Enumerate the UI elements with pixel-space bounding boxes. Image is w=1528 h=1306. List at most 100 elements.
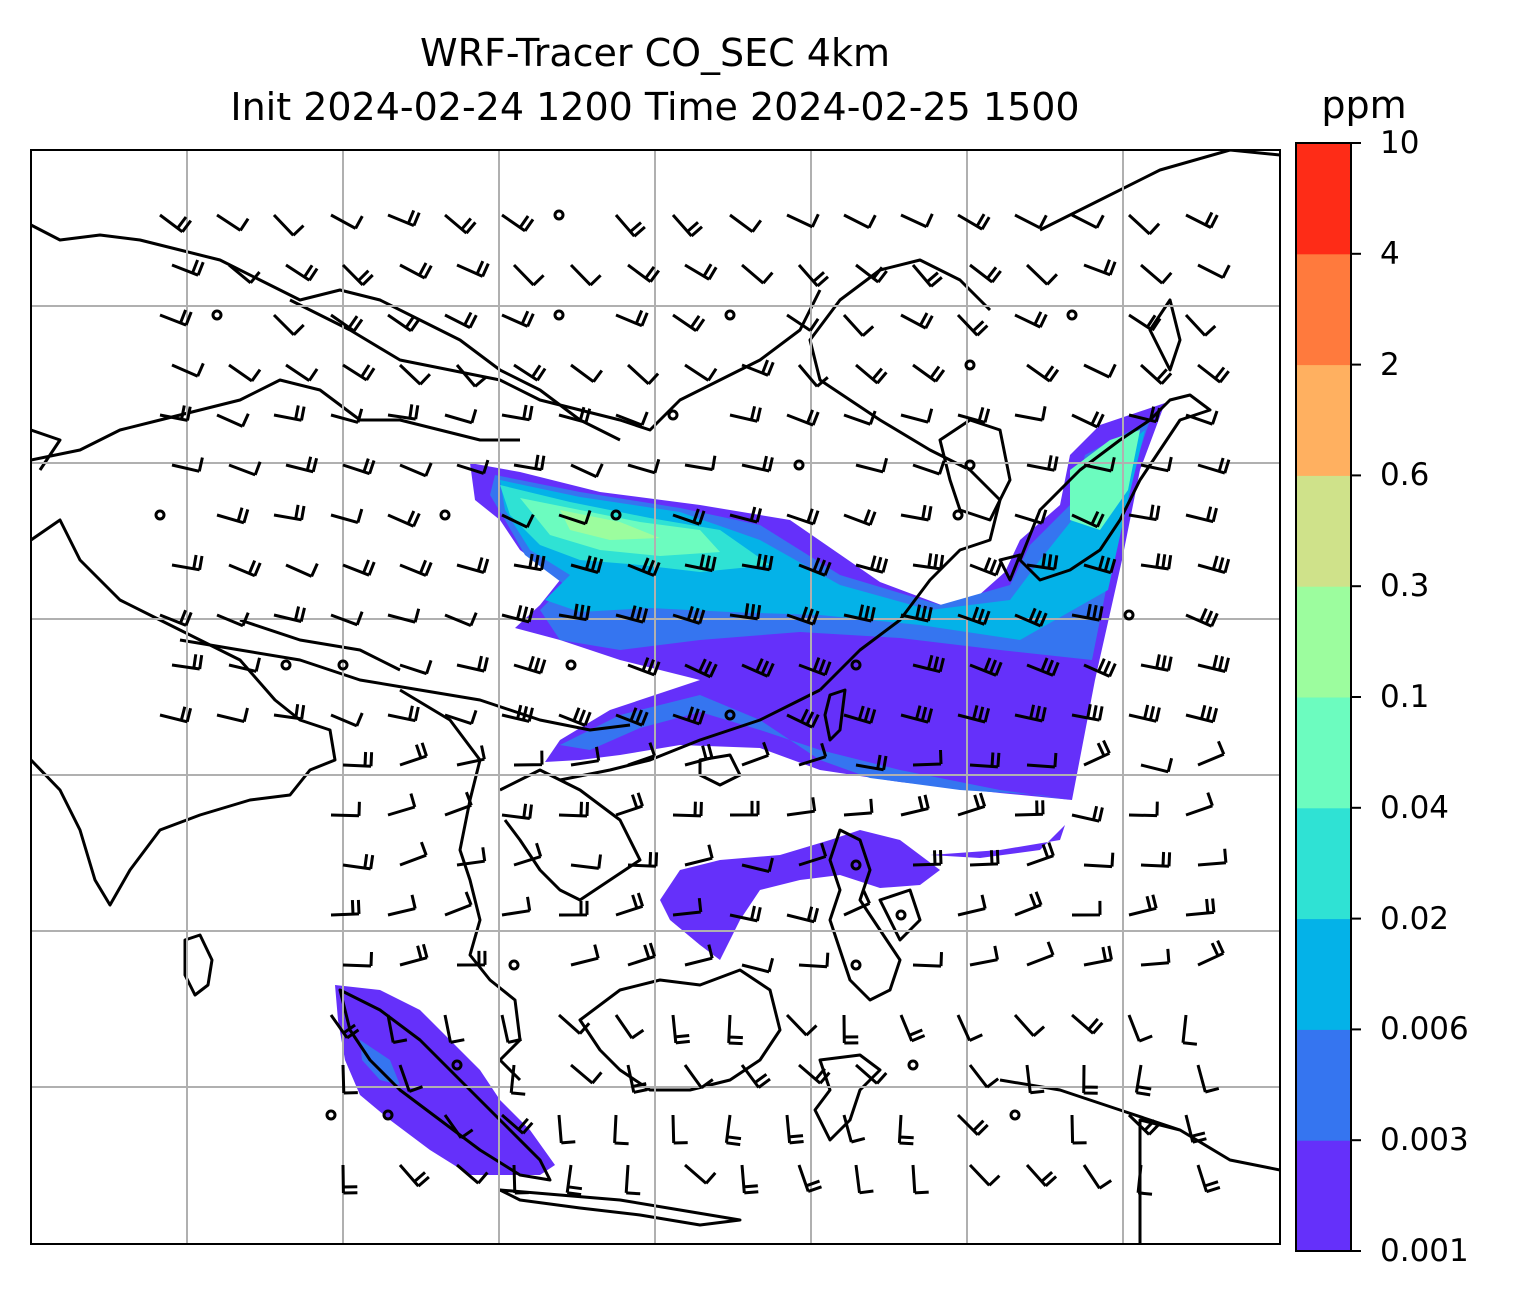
wind-barb	[1071, 213, 1105, 230]
wind-barb	[444, 612, 478, 627]
wind-barb	[444, 213, 477, 235]
wind-barb	[330, 508, 364, 525]
wind-barb	[968, 1163, 1001, 1187]
wind-barb	[272, 213, 305, 237]
calm-wind-marker	[553, 309, 565, 321]
calm-wind-marker	[1123, 609, 1135, 621]
wind-barb	[684, 844, 714, 867]
wind-barb	[798, 557, 832, 577]
wind-barb	[399, 559, 433, 577]
wind-barb	[1197, 457, 1231, 475]
wind-barb	[842, 313, 875, 337]
wind-barb	[1127, 1113, 1160, 1136]
wind-barb	[627, 852, 659, 868]
plume-philippines-east	[930, 825, 1065, 858]
wind-barb	[684, 455, 717, 472]
wind-barb	[1128, 894, 1158, 917]
wind-barb	[626, 1064, 648, 1094]
wind-barb	[672, 508, 706, 526]
wind-barb	[1197, 848, 1228, 867]
wind-barb	[843, 705, 877, 725]
wind-barb	[557, 1114, 576, 1145]
wind-barb	[727, 1014, 743, 1046]
plume-sumatra-006	[360, 1040, 400, 1085]
wind-barb	[1134, 1064, 1152, 1097]
wind-barb	[627, 942, 657, 967]
wind-barb	[501, 1113, 534, 1135]
wind-barb	[570, 463, 604, 479]
wind-barb	[1184, 313, 1217, 337]
wind-barb	[456, 1163, 489, 1185]
wind-barb	[513, 655, 547, 675]
wind-barb	[329, 1014, 360, 1040]
colorbar-segment	[1296, 697, 1351, 809]
wind-barb	[501, 513, 535, 529]
wind-barb	[1197, 363, 1230, 384]
wind-barb	[159, 609, 193, 627]
wind-barb	[842, 1114, 866, 1144]
wind-barb	[741, 857, 774, 874]
wind-barb	[786, 409, 820, 427]
wind-barb	[957, 606, 991, 626]
wind-barb	[399, 841, 428, 867]
wind-barb	[171, 554, 204, 572]
wind-barb	[558, 1013, 591, 1035]
wind-barb	[501, 310, 535, 328]
wind-barb	[740, 1164, 759, 1195]
coast-sulawesi	[813, 1053, 882, 1142]
wind-barb	[1014, 213, 1048, 230]
wind-barb	[1014, 800, 1045, 817]
wind-barb	[729, 213, 763, 233]
map-plot-area	[31, 150, 1280, 1244]
wind-barb	[1083, 456, 1116, 473]
wind-barb	[285, 263, 319, 282]
wind-barb	[1139, 363, 1173, 385]
calm-wind-marker	[508, 959, 520, 971]
wind-barb	[969, 849, 1000, 867]
calm-wind-marker	[850, 859, 862, 871]
wind-barb	[1071, 703, 1104, 722]
colorbar-ticks	[1351, 142, 1361, 1252]
wind-barb	[741, 359, 775, 377]
wind-barb	[456, 459, 490, 475]
wind-barb	[444, 709, 478, 726]
coast-philippines	[828, 828, 922, 1002]
wind-barb	[1026, 752, 1058, 769]
wind-barb	[797, 1164, 822, 1193]
colorbar-segment	[1296, 364, 1351, 476]
calm-wind-marker	[565, 659, 577, 671]
wind-barb	[615, 605, 649, 624]
wind-barb	[387, 313, 421, 333]
colorbar-segment	[1296, 143, 1351, 255]
coast-newguinea	[999, 1078, 1280, 1244]
co-tracer-plumes	[335, 403, 1165, 1175]
wind-barb	[1083, 555, 1117, 575]
wind-barb	[843, 604, 876, 623]
wind-barb	[570, 854, 602, 870]
wind-barb	[900, 604, 933, 623]
wind-barb	[1181, 1014, 1198, 1046]
wind-barb	[398, 1064, 424, 1093]
calm-wind-marker	[1009, 1109, 1021, 1121]
wind-barb	[1071, 900, 1102, 917]
wind-barb	[455, 364, 487, 388]
wind-barb	[398, 363, 431, 386]
wind-barb	[1128, 313, 1162, 332]
border-mongolia	[289, 289, 822, 432]
wind-barb	[513, 553, 546, 572]
wind-barb	[798, 742, 828, 767]
colorbar-tick-label: 0.02	[1380, 900, 1450, 937]
wind-barb	[897, 1114, 914, 1146]
wind-barb	[330, 213, 364, 230]
wind-barb	[1014, 509, 1048, 525]
wind-barb	[569, 263, 602, 287]
wind-barb	[1014, 311, 1048, 329]
wind-barb	[684, 263, 718, 281]
wind-barb	[671, 214, 703, 238]
calm-wind-marker	[793, 459, 805, 471]
wind-barb	[798, 1063, 831, 1085]
wind-barb	[672, 313, 706, 333]
wind-barb	[501, 404, 534, 422]
wind-barb	[501, 605, 535, 624]
wind-barb	[341, 1164, 358, 1195]
